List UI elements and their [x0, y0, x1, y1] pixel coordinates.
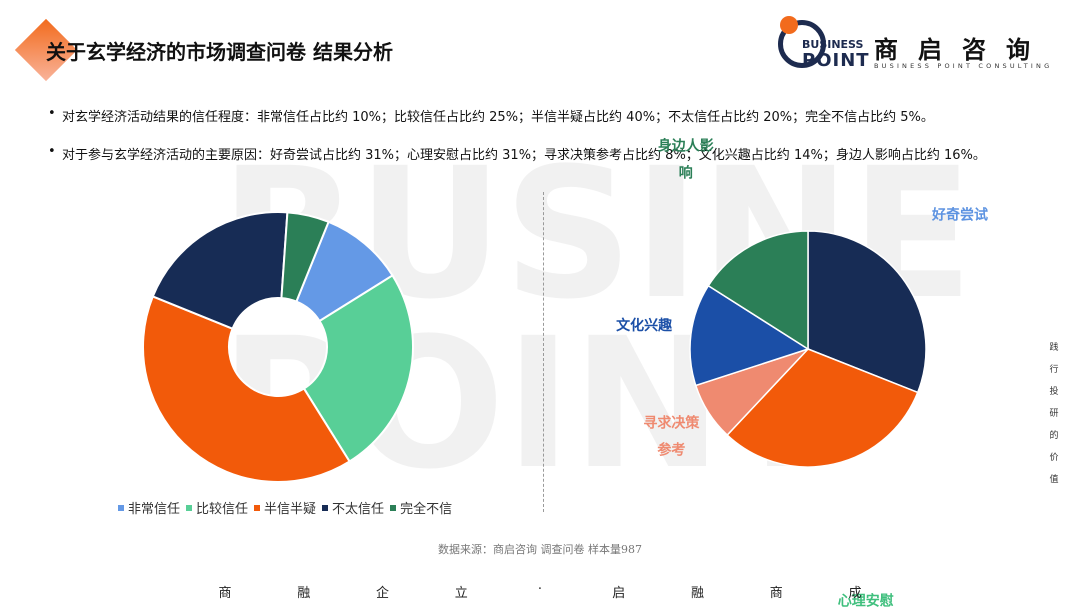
pie-slice-4 [689, 284, 810, 387]
legend-swatch [322, 504, 329, 511]
company-logo: BUSINESS POINT 商启咨询 BUSINESS POINT CONSU… [778, 16, 1068, 74]
slogan-char: · [537, 582, 543, 597]
chart-divider [543, 192, 544, 512]
legend-label: 非常信任 [128, 502, 181, 517]
slogan-char: 立 [454, 586, 468, 601]
legend-item: 半信半疑 [254, 498, 316, 517]
logo-point-text: POINT [802, 50, 870, 71]
pie-label: 寻求决策参考 [643, 414, 700, 458]
logo-ring-icon [778, 20, 826, 68]
legend-label: 完全不信 [400, 502, 453, 517]
legend-item: 完全不信 [390, 498, 452, 517]
side-text-char: 研 [1049, 409, 1059, 419]
slogan-char: 商 [769, 586, 783, 601]
slogan-char: 启 [612, 586, 626, 601]
pie-label: 好奇尝试 [931, 207, 988, 224]
bullet-reason-summary: 对于参与玄学经济活动的主要原因：好奇尝试占比约 31%；心理安慰占比约 31%；… [48, 144, 986, 163]
legend-label: 半信半疑 [264, 502, 317, 517]
side-text-char: 价 [1049, 453, 1059, 463]
pie-slice-2 [726, 348, 919, 468]
legend-swatch [118, 504, 124, 511]
logo-en-text: BUSINESS POINT CONSULTING [874, 62, 1053, 70]
legend-swatch [254, 504, 261, 511]
legend-item: 不太信任 [322, 498, 384, 517]
legend-item: 非常信任 [118, 498, 180, 517]
legend-item: 比较信任 [186, 498, 248, 517]
donut-slice-2 [302, 274, 414, 463]
donut-slice-5 [280, 211, 330, 303]
legend-label: 比较信任 [196, 502, 249, 517]
legend-label: 不太信任 [332, 502, 385, 517]
pie-slice-5 [707, 230, 809, 351]
side-text-char: 行 [1049, 365, 1059, 375]
side-text-char: 的 [1049, 431, 1059, 441]
logo-dot-icon [780, 16, 798, 34]
slogan-char: 企 [375, 586, 389, 601]
donut-slice-3 [142, 295, 351, 483]
slogan-char: 成 [848, 586, 862, 601]
side-text-char: 值 [1049, 475, 1059, 485]
pie-label: 身边人影响 [658, 138, 714, 182]
legend-swatch [390, 504, 397, 511]
donut-slice-4 [151, 211, 289, 330]
pie-slice-1 [807, 230, 927, 394]
data-source-note: 数据来源：商启咨询 调查问卷 样本量987 [438, 543, 642, 556]
footer-slogan: 商 融 企 立 · 启 融 商 成 [190, 582, 890, 601]
legend-swatch [186, 504, 193, 511]
trust-donut-legend: 非常信任 比较信任 半信半疑 不太信任 完全不信 [118, 498, 452, 517]
slogan-char: 融 [690, 586, 704, 601]
page-title: 关于玄学经济的市场调查问卷 结果分析 [46, 40, 393, 64]
side-text-char: 践 [1049, 343, 1059, 353]
side-text-char: 投 [1049, 387, 1059, 397]
pie-label: 心理安慰 [838, 592, 894, 607]
pie-label: 文化兴趣 [616, 317, 673, 334]
slogan-char: 融 [297, 586, 311, 601]
trust-donut-chart [142, 211, 414, 483]
side-vertical-text: 践行投研的价值 [1046, 340, 1062, 494]
slogan-char: 商 [218, 586, 232, 601]
bullet-trust-summary: 对玄学经济活动结果的信任程度：非常信任占比约 10%；比较信任占比约 25%；半… [48, 106, 934, 125]
logo-cn-text: 商启咨询 [874, 36, 1050, 64]
logo-business-text: BUSINESS [802, 38, 864, 51]
